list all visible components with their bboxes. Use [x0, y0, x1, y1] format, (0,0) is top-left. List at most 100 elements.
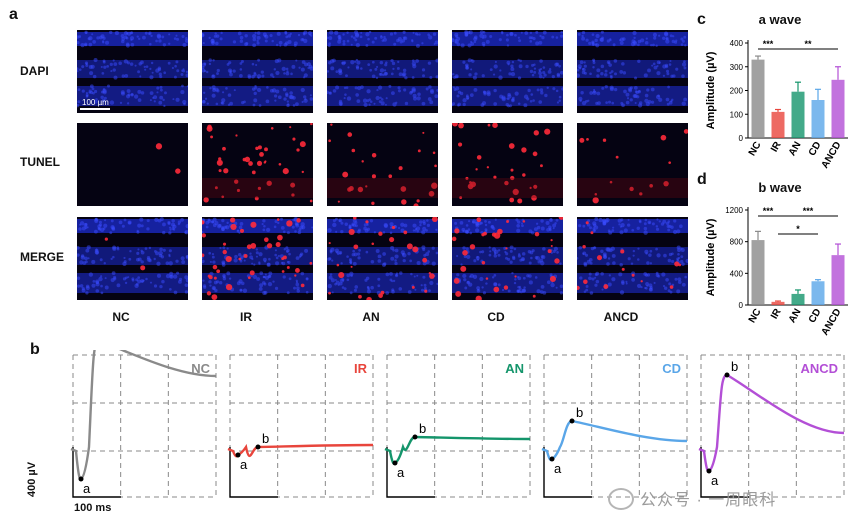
erg-marker-b-ir	[255, 444, 261, 450]
erg-marker-a-ancd	[706, 468, 712, 474]
a-wave-bar-cd	[811, 100, 825, 138]
a-wave-bar-nc	[751, 59, 765, 138]
micrograph-dapi-an	[327, 30, 438, 113]
b-wave-ylabel: Amplitude (µV)	[705, 218, 717, 296]
b-wave-ytick-label: 400	[730, 269, 744, 278]
erg-scale-bar	[700, 447, 749, 498]
micrograph-merge-an	[327, 217, 438, 300]
erg-label-a-ancd: a	[711, 473, 719, 488]
erg-marker-a-an	[392, 460, 398, 466]
b-wave-ytick-label: 0	[739, 301, 744, 310]
micrograph-tunel-ancd	[577, 123, 688, 206]
a-wave-ylabel: Amplitude (µV)	[705, 51, 717, 129]
erg-group-name-nc: NC	[191, 361, 210, 376]
a-wave-bar-ancd	[831, 79, 845, 138]
erg-group-name-ir: IR	[354, 361, 368, 376]
micrograph-dapi-ancd	[577, 30, 688, 113]
b-wave-xtick-label: CD	[807, 307, 824, 325]
erg-label-a-an: a	[397, 465, 405, 480]
a-wave-xtick-label: NC	[747, 140, 764, 158]
erg-trace-ancd	[698, 373, 845, 473]
micrograph-tunel-ir	[202, 123, 313, 206]
b-wave-bar-cd	[811, 281, 825, 305]
erg-label-a-nc: a	[83, 481, 91, 496]
b-wave-significance-label: *	[796, 224, 800, 234]
a-wave-ytick-label: 0	[739, 134, 744, 143]
micrograph-merge-nc	[77, 217, 188, 300]
erg-marker-a-cd	[549, 456, 555, 462]
erg-marker-b-ancd	[724, 372, 730, 378]
micrograph-tunel-cd	[452, 123, 563, 206]
panel-label-a: a	[9, 6, 18, 23]
a-wave-xtick-label: ANCD	[820, 140, 844, 171]
erg-label-b-an: b	[419, 421, 426, 436]
panel-label-b: b	[30, 341, 40, 358]
erg-group-name-an: AN	[505, 361, 524, 376]
scale-bar	[80, 108, 110, 110]
a-wave-bar-ir	[771, 111, 785, 138]
erg-traces: abNCabIRabANabCDabANCD	[70, 350, 845, 498]
erg-scale-y-label: 400 µV	[26, 461, 38, 497]
micrograph-dapi-cd	[452, 30, 563, 113]
row-label-dapi: DAPI	[20, 64, 49, 78]
erg-scale-bar	[543, 447, 592, 498]
wechat-icon	[608, 488, 634, 510]
b-wave-bar-ir	[771, 301, 785, 305]
b-wave-bar-an	[791, 293, 805, 305]
b-wave-significance-label: ***	[763, 206, 774, 216]
col-label-cd: CD	[487, 310, 505, 324]
micrograph-merge-cd	[452, 217, 563, 300]
a-wave-significance-label: ***	[763, 39, 774, 49]
erg-scale-bar	[229, 447, 278, 498]
a-wave-xtick-label: AN	[787, 140, 804, 158]
panel-label-c: c	[697, 11, 706, 28]
erg-trace-cd	[541, 419, 688, 462]
micrograph-merge-ir	[202, 217, 313, 300]
b-wave-ytick-label: 1200	[725, 206, 743, 215]
b-wave-significance-label: ***	[803, 206, 814, 216]
row-label-merge: MERGE	[20, 250, 65, 264]
a-wave-significance-label: **	[804, 39, 812, 49]
erg-label-b-ir: b	[262, 431, 269, 446]
a-wave-xtick-label: CD	[807, 140, 824, 158]
panel-label-d: d	[697, 171, 707, 188]
b-wave-ytick-label: 800	[730, 238, 744, 247]
erg-label-b-ancd: b	[731, 359, 738, 374]
erg-marker-a-ir	[235, 452, 241, 458]
b-wave-bar-nc	[751, 240, 765, 305]
b-wave-xtick-label: IR	[769, 306, 784, 321]
col-label-ir: IR	[240, 310, 252, 324]
erg-scale-x-label: 100 ms	[74, 502, 112, 514]
b-wave-xtick-label: ANCD	[820, 307, 844, 338]
micrograph-tunel-nc	[77, 123, 188, 206]
erg-group-name-ancd: ANCD	[800, 361, 838, 376]
a-wave-bar-an	[791, 91, 805, 138]
erg-marker-b-an	[412, 434, 418, 440]
micrograph-merge-ancd	[577, 217, 688, 300]
col-label-ancd: ANCD	[603, 310, 639, 324]
a-wave-ytick-label: 400	[730, 39, 744, 48]
col-label-nc: NC	[112, 310, 130, 324]
col-label-an: AN	[362, 310, 380, 324]
b-wave-xtick-label: NC	[747, 307, 764, 325]
erg-marker-a-nc	[78, 476, 84, 482]
erg-trace-an	[384, 435, 531, 465]
row-label-tunel: TUNEL	[20, 155, 60, 169]
erg-label-a-ir: a	[240, 457, 248, 472]
erg-label-a-cd: a	[554, 461, 562, 476]
erg-scale-bar	[72, 447, 121, 498]
micrograph-dapi-ir	[202, 30, 313, 113]
a-wave-xtick-label: IR	[769, 139, 784, 154]
scale-bar-label: 100 µm	[82, 98, 109, 107]
micrograph-dapi-nc	[77, 30, 188, 113]
a-wave-ytick-label: 300	[730, 63, 744, 72]
watermark-text: 公众号 · 一周眼科	[640, 492, 777, 509]
a-wave-ytick-label: 100	[730, 110, 744, 119]
chart-c-title: a wave	[758, 12, 802, 27]
erg-marker-b-cd	[569, 418, 575, 424]
erg-scale-bar	[386, 447, 435, 498]
micrograph-tunel-an	[327, 123, 438, 206]
erg-label-b-cd: b	[576, 405, 583, 420]
